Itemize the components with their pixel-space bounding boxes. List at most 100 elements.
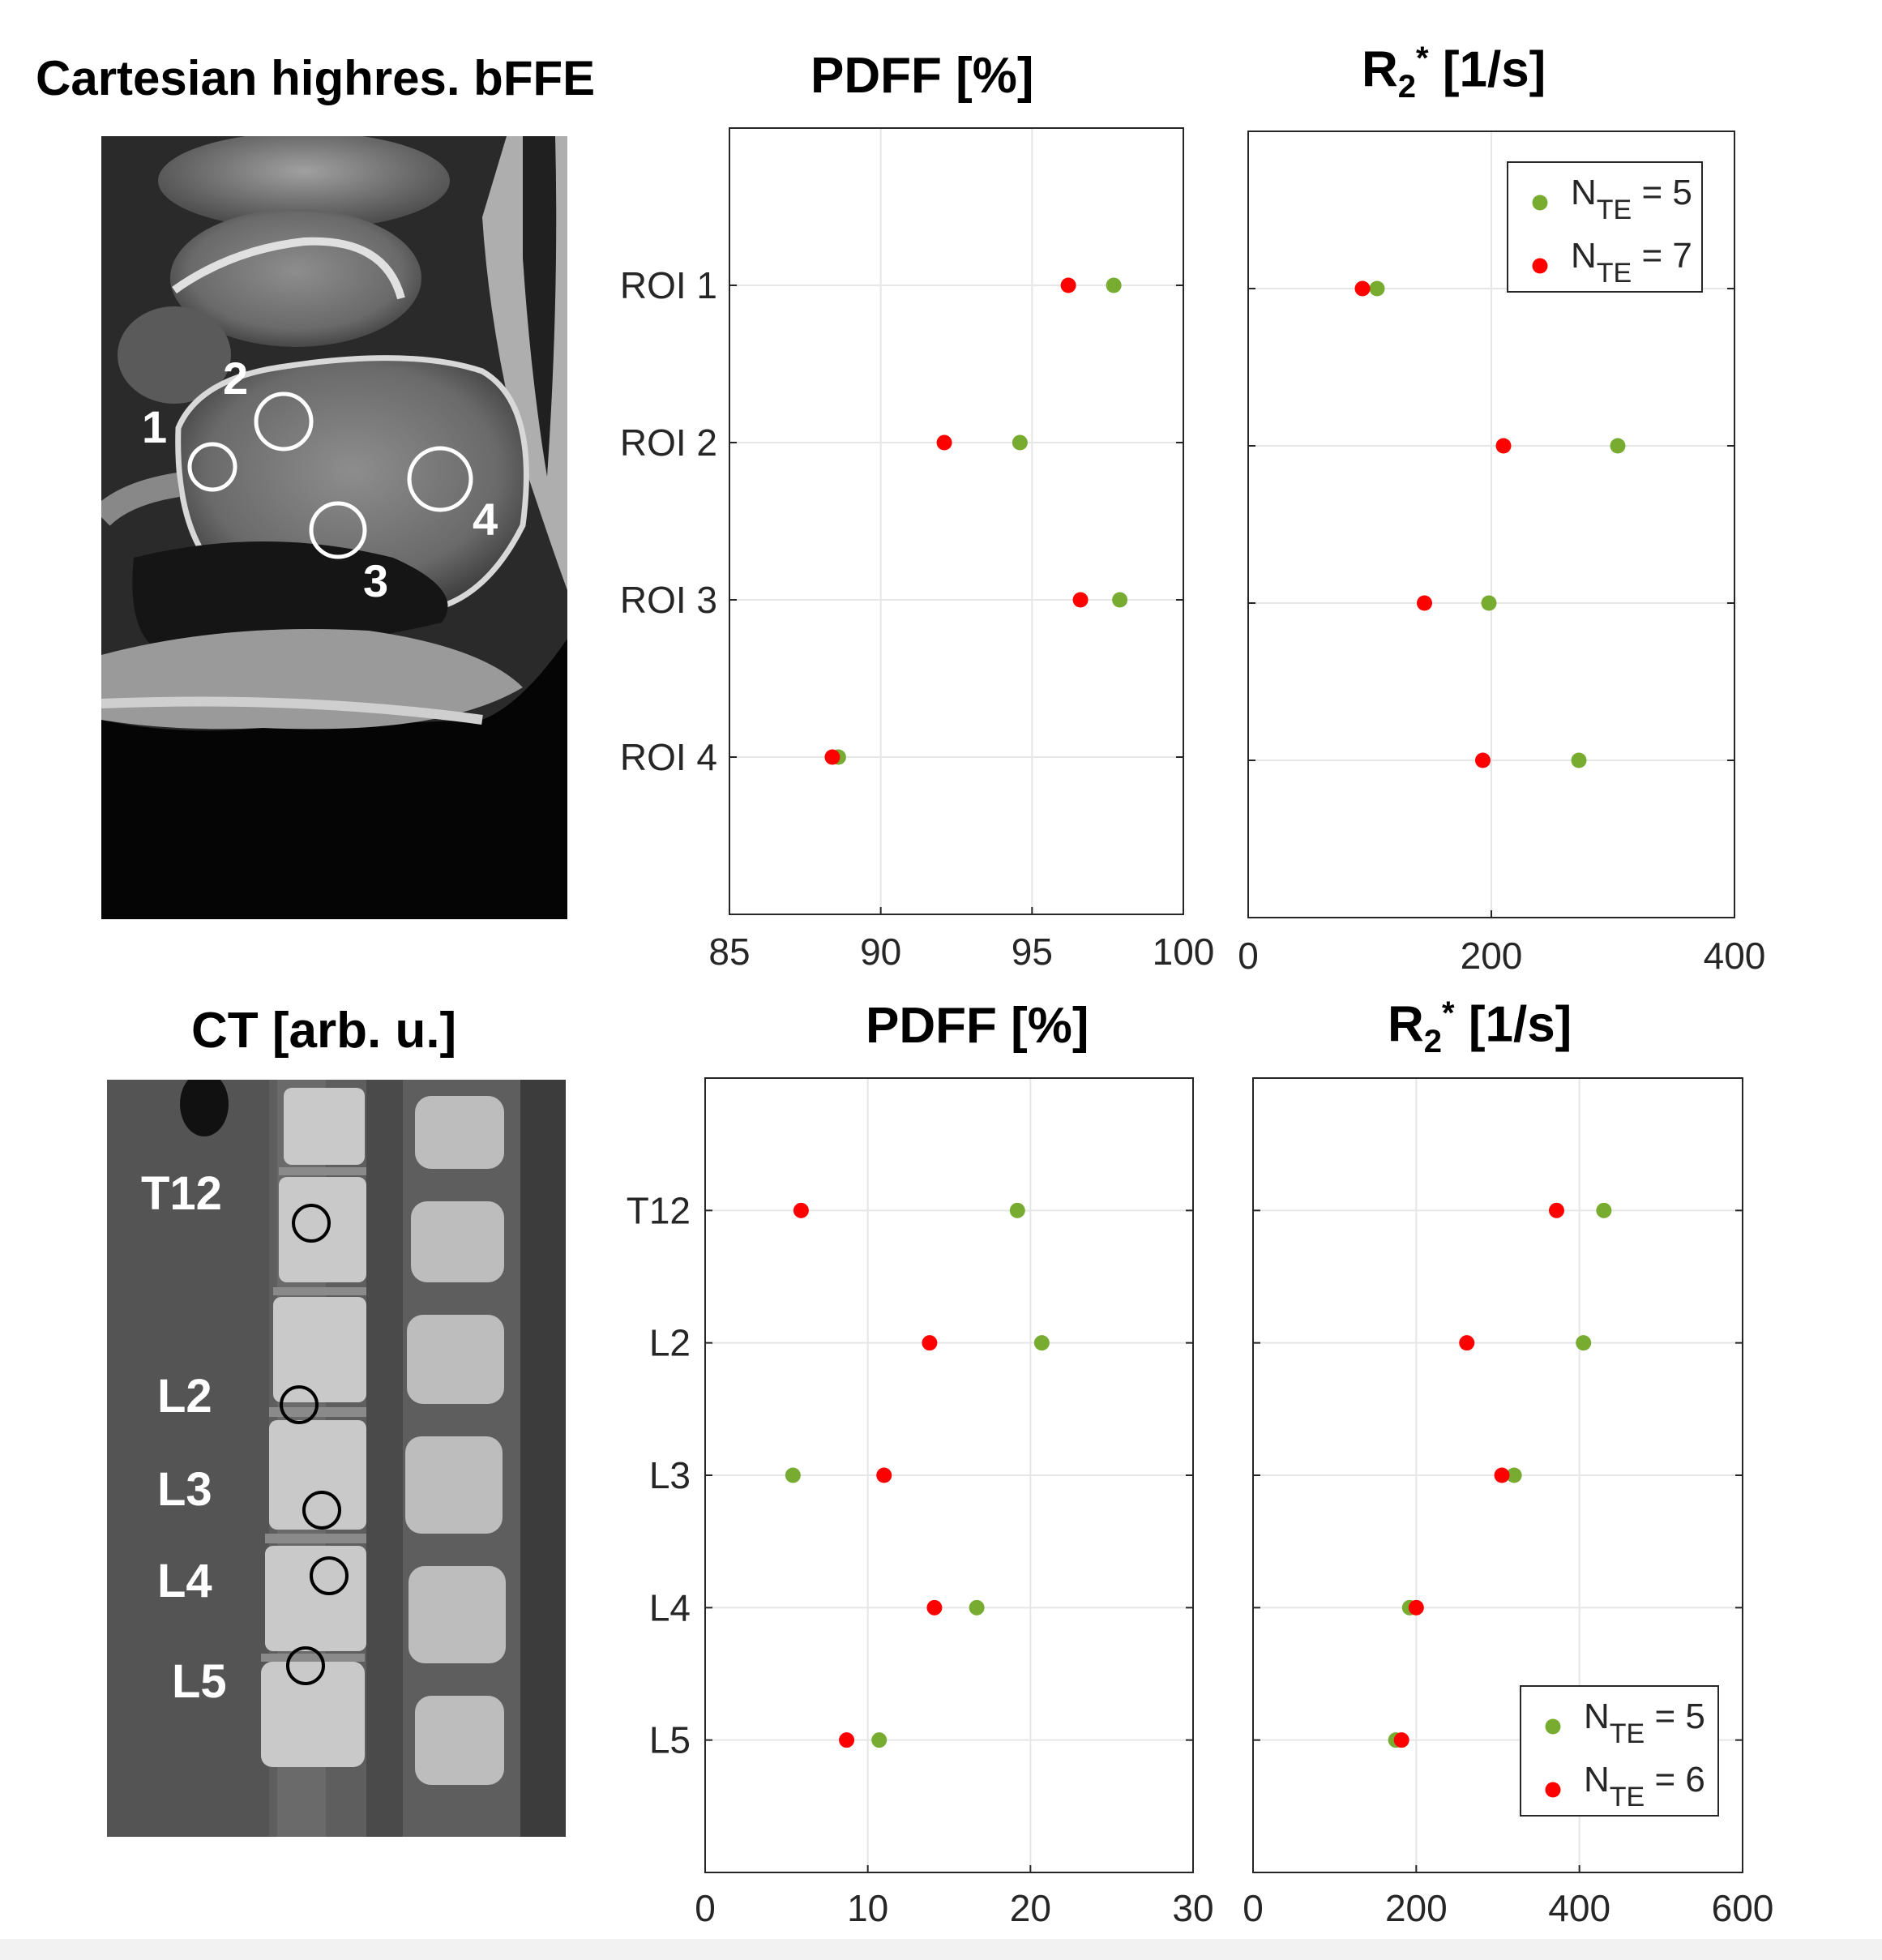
l5-roi-circle [286,1646,325,1685]
data-point [1459,1335,1475,1351]
vert-label-t12: T12 [141,1167,222,1220]
category-label: ROI 3 [620,579,717,621]
roi-label-2: 2 [223,353,248,404]
data-point [1495,438,1512,454]
data-point [1393,1732,1409,1748]
legend-label: NTE = 5 [1571,173,1692,225]
top-r2-chart: 0 200 400 NTE = 5 NTE = 7 [1238,131,1766,977]
roi-label-1: 1 [142,401,167,452]
roi-1-circle [187,442,237,492]
category-label: L5 [649,1719,691,1761]
data-point [1481,595,1497,611]
x-tick-label: 95 [1012,931,1053,973]
data-point [1408,1599,1424,1616]
data-point [1596,1202,1612,1218]
bottom-r2-title: R2* [1/s] [1388,995,1572,1060]
mri-foot-image-graphic: 1 2 3 4 [101,136,567,919]
data-point [969,1599,985,1616]
data-point [1112,592,1128,608]
x-tick-label: 10 [847,1887,888,1929]
legend-label: NTE = 7 [1571,236,1692,289]
legend-marker [1545,1718,1561,1735]
roi-3-circle [309,501,367,559]
category-label: L3 [649,1454,691,1496]
axes-box [704,1077,1194,1873]
vert-label-l5: L5 [172,1655,227,1708]
bottom-pdff-title: PDFF [%] [866,998,1089,1054]
category-label: T12 [627,1189,691,1231]
bottom-r2-chart: 0 200 400 600 NTE = 5 NTE = 6 [1243,1077,1774,1929]
data-point [1548,1202,1564,1218]
x-tick-label: 600 [1712,1887,1774,1929]
x-tick-label: 20 [1010,1887,1051,1929]
vert-label-l4: L4 [157,1555,212,1607]
x-tick-label: 85 [708,931,750,973]
ct-spine-image-graphic: T12 L2 L3 L4 L5 [107,1080,566,1837]
mri-image-title: Cartesian highres. bFFE [36,51,596,105]
data-point [824,749,840,765]
data-point [1009,1202,1025,1218]
data-point [1369,280,1385,297]
bottom-strip [0,1939,1882,1960]
x-tick-label: 200 [1385,1887,1448,1929]
data-point [1354,280,1371,297]
category-label: L2 [649,1322,691,1364]
x-tick-label: 0 [695,1887,716,1929]
t12-roi-circle [292,1204,331,1243]
plot-area [729,128,1183,914]
ct-spine-image: T12 L2 L3 L4 L5 [107,1080,566,1837]
legend-marker [1532,258,1548,274]
x-tick-label: 0 [1238,935,1259,977]
axes-box [1252,1077,1743,1873]
bottom-pdff-chart: T12 L2 L3 L4 L5 0 10 20 30 [627,1077,1214,1929]
legend-label: NTE = 5 [1584,1697,1705,1749]
data-point [1417,595,1432,611]
data-point [1506,1467,1522,1483]
x-tick-label: 400 [1548,1887,1610,1929]
data-point [1060,277,1076,293]
data-point [871,1732,888,1748]
data-point [922,1335,938,1351]
roi-label-4: 4 [473,494,498,545]
data-point [936,434,952,451]
axes-box [729,127,1184,915]
data-point [785,1467,801,1483]
roi-label-3: 3 [363,555,388,606]
x-tick-label: 100 [1153,931,1215,973]
l2-roi-circle [280,1385,319,1424]
top-pdff-title: PDFF [%] [811,48,1034,104]
legend-label: NTE = 6 [1584,1760,1705,1812]
data-point [839,1732,855,1748]
x-tick-label: 200 [1461,935,1523,977]
l4-roi-circle [310,1556,349,1595]
data-point [1033,1335,1050,1351]
data-point [1571,752,1587,768]
data-point [1106,277,1122,293]
x-tick-label: 90 [860,931,901,973]
data-point [1494,1467,1510,1483]
data-point [1576,1335,1592,1351]
top-pdff-chart: ROI 1 ROI 2 ROI 3 ROI 4 85 90 95 100 [620,127,1215,973]
top-r2-title: R2* [1/s] [1362,41,1546,105]
mri-foot-image: 1 2 3 4 [101,136,567,919]
category-label: ROI 2 [620,422,717,464]
data-point [1610,438,1626,454]
x-tick-label: 30 [1172,1887,1213,1929]
roi-2-circle [254,392,314,451]
category-label: L4 [649,1586,691,1628]
vert-label-l3: L3 [157,1463,212,1516]
data-point [1012,434,1028,451]
legend-marker [1545,1782,1561,1798]
category-label: ROI 4 [620,736,717,778]
vert-label-l2: L2 [157,1370,212,1423]
x-tick-label: 0 [1243,1887,1264,1929]
legend-marker [1532,195,1548,211]
data-point [1475,752,1491,768]
roi-4-circle [407,446,473,512]
category-label: ROI 1 [620,264,717,306]
data-point [793,1202,809,1218]
x-tick-label: 400 [1704,935,1766,977]
ct-image-title: CT [arb. u.] [191,1003,457,1059]
l3-roi-circle [302,1491,341,1530]
data-point [876,1467,892,1483]
